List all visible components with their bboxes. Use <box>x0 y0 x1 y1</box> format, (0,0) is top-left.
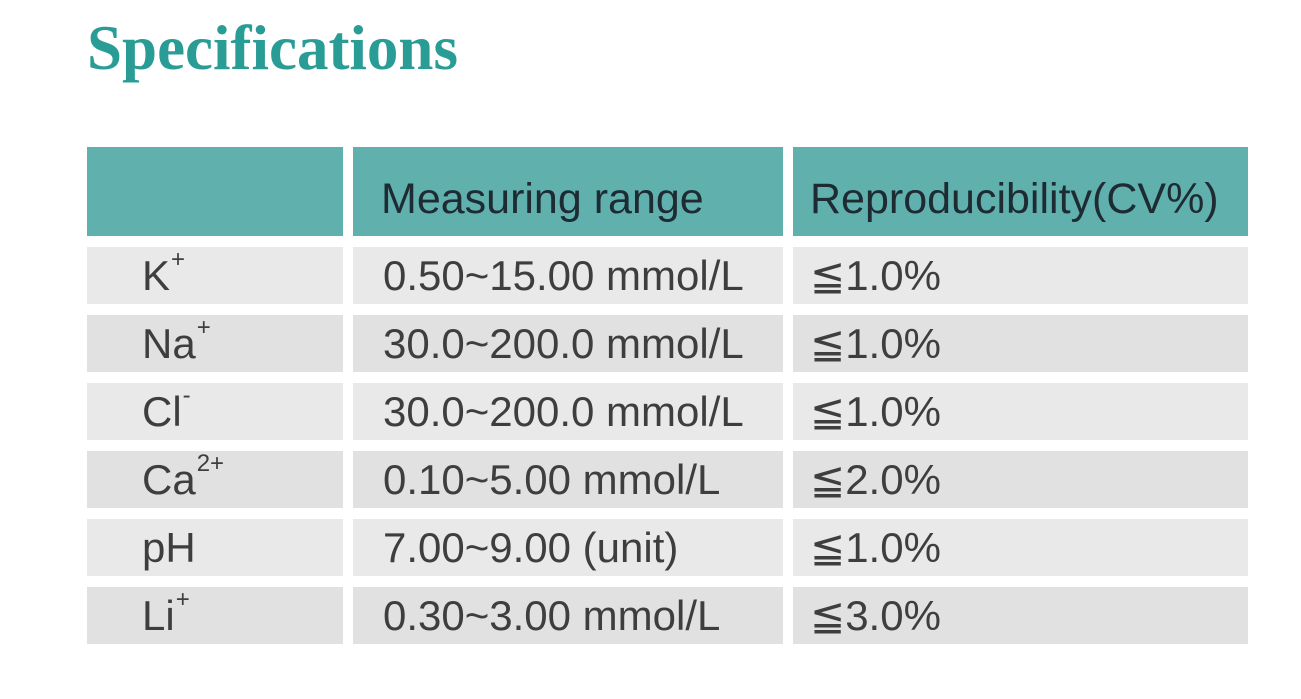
ion-cell: Li + <box>87 587 343 644</box>
header-cell-reproducibility: Reproducibility(CV%) <box>793 147 1248 236</box>
reproducibility-cell: ≦3.0% <box>793 587 1248 644</box>
reproducibility-cell: ≦1.0% <box>793 519 1248 576</box>
ion-cell: Ca 2+ <box>87 451 343 508</box>
header-cell-empty <box>87 147 343 236</box>
ion-symbol: pH <box>142 523 196 571</box>
reproducibility-cell: ≦1.0% <box>793 247 1248 304</box>
ion-symbol: Li <box>142 591 175 639</box>
header-cell-measuring-range: Measuring range <box>353 147 783 236</box>
ion-cell: Na + <box>87 315 343 372</box>
measuring-range-cell: 30.0~200.0 mmol/L <box>353 315 783 372</box>
reproducibility-cell: ≦1.0% <box>793 383 1248 440</box>
specifications-table: Measuring range Reproducibility(CV%) K + … <box>87 147 1248 644</box>
measuring-range-cell: 0.10~5.00 mmol/L <box>353 451 783 508</box>
ion-symbol: K <box>142 251 171 299</box>
measuring-range-cell: 0.50~15.00 mmol/L <box>353 247 783 304</box>
measuring-range-cell: 0.30~3.00 mmol/L <box>353 587 783 644</box>
ion-charge-superscript: + <box>175 587 190 613</box>
ion-charge-superscript: - <box>182 383 191 409</box>
reproducibility-cell: ≦1.0% <box>793 315 1248 372</box>
page-title: Specifications <box>87 13 458 83</box>
reproducibility-cell: ≦2.0% <box>793 451 1248 508</box>
ion-symbol: Ca <box>142 455 196 503</box>
measuring-range-cell: 30.0~200.0 mmol/L <box>353 383 783 440</box>
ion-cell: Cl - <box>87 383 343 440</box>
ion-charge-superscript: + <box>171 247 186 273</box>
ion-charge-superscript: + <box>196 315 211 341</box>
ion-symbol: Na <box>142 319 196 367</box>
ion-symbol: Cl <box>142 387 182 435</box>
ion-cell: pH <box>87 519 343 576</box>
ion-cell: K + <box>87 247 343 304</box>
measuring-range-cell: 7.00~9.00 (unit) <box>353 519 783 576</box>
ion-charge-superscript: 2+ <box>196 451 225 477</box>
